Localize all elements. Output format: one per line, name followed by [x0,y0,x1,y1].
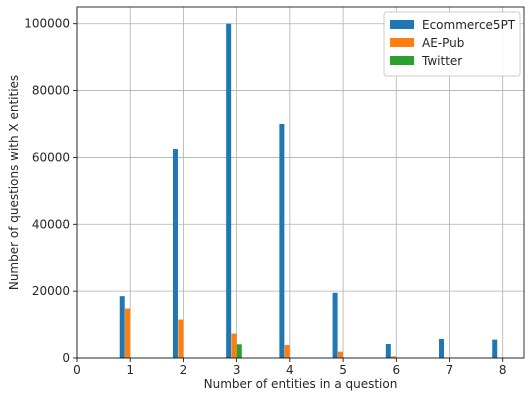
y-tick-label: 80000 [32,84,70,98]
x-tick-label: 3 [233,363,241,377]
y-axis-label: Number of questions with X entities [7,75,21,290]
x-tick-label: 8 [499,363,507,377]
legend-swatch [390,20,414,29]
bar [125,308,131,358]
tick-labels: 0 1 2 3 4 5 6 7 8 0 20000 40000 60000 80000 100000 [24,17,506,377]
x-tick-label: 7 [446,363,454,377]
bar [439,338,445,358]
x-tick-label: 4 [286,363,294,377]
y-tick-label: 100000 [24,17,70,31]
y-tick-label: 40000 [32,217,70,231]
legend-label: AE-Pub [422,36,464,50]
bar [284,344,290,358]
bar [492,339,498,358]
bar [178,319,184,358]
bar [332,292,338,358]
x-tick-label: 5 [339,363,347,377]
x-tick-label: 2 [180,363,188,377]
bar [226,23,232,358]
bar [279,124,285,358]
bar [236,344,242,358]
y-tick-label: 0 [62,351,70,365]
y-tick-label: 60000 [32,150,70,164]
bar [337,351,343,358]
y-tick-label: 20000 [32,284,70,298]
plot-frame [76,6,525,359]
x-tick-label: 6 [392,363,400,377]
x-tick-label: 1 [126,363,134,377]
bar [172,149,178,358]
bar [119,296,125,358]
bar [391,356,397,358]
grid-lines [76,7,524,359]
x-axis-label: Number of entities in a question [204,377,398,391]
legend-box [383,11,521,77]
x-tick-label: 0 [73,363,81,377]
bar [231,333,237,358]
legend-swatch [390,56,414,65]
axes [73,6,525,362]
legend-label: Ecommerce5PT [422,18,516,32]
legend-label: Twitter [421,54,462,68]
legend: Ecommerce5PT AE-Pub Twitter [383,11,521,77]
bar [385,343,391,358]
legend-swatch [390,38,414,47]
bars [119,23,498,358]
